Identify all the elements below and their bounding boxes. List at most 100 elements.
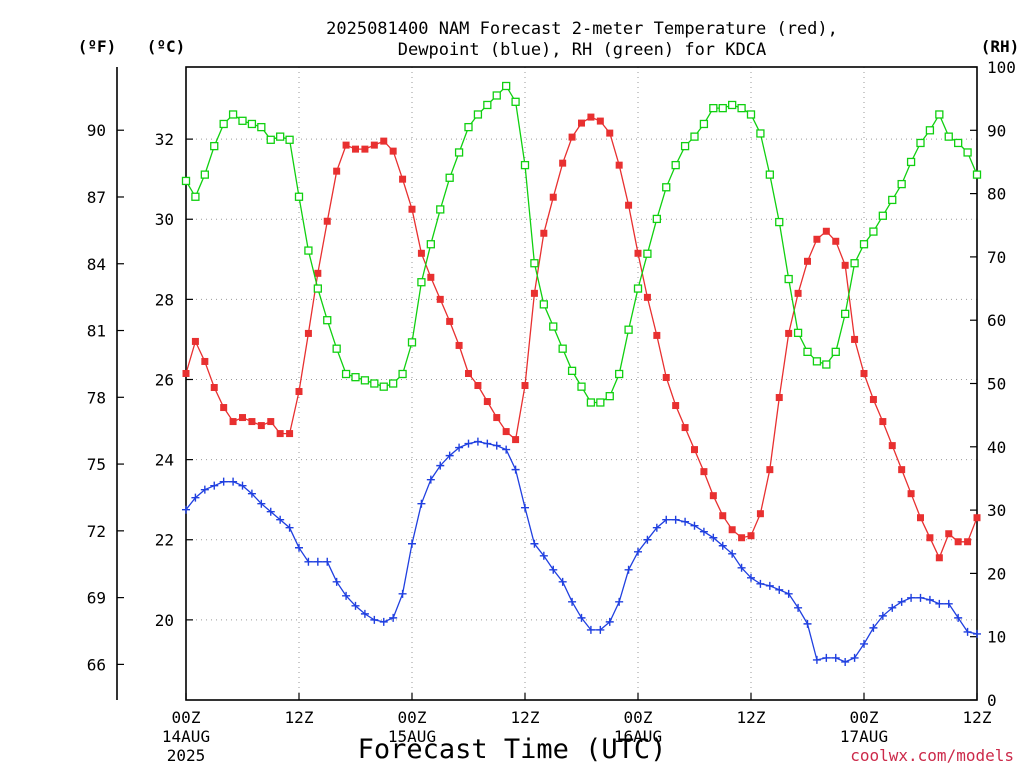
temperature-point bbox=[851, 335, 859, 343]
temperature-point bbox=[352, 145, 359, 153]
rh-point bbox=[680, 141, 690, 151]
rh-point bbox=[831, 347, 840, 357]
temperature-point bbox=[182, 369, 190, 377]
dewpoint-point bbox=[379, 617, 388, 626]
temperature-point bbox=[879, 418, 887, 426]
celsius-unit-label: (ºC) bbox=[147, 37, 186, 56]
temperature-point bbox=[549, 193, 557, 201]
dewpoint-point bbox=[925, 595, 934, 604]
fahrenheit-tick-label: 90 bbox=[87, 121, 106, 140]
rh-point bbox=[633, 284, 643, 293]
temperature-point bbox=[907, 490, 915, 498]
temperature-point bbox=[530, 289, 538, 297]
dewpoint-point bbox=[803, 619, 812, 628]
dewpoint-point bbox=[257, 499, 266, 508]
rh-point bbox=[925, 126, 935, 135]
dewpoint-point bbox=[775, 585, 784, 594]
temperature-point bbox=[662, 373, 670, 381]
rh-point bbox=[511, 97, 520, 106]
temperature-point bbox=[926, 534, 934, 542]
temperature-point bbox=[502, 428, 510, 436]
temperature-point bbox=[220, 404, 228, 412]
temperature-point bbox=[973, 514, 981, 522]
rh-point bbox=[850, 259, 859, 268]
celsius-tick-label: 20 bbox=[155, 611, 174, 630]
temperature-point bbox=[389, 147, 397, 155]
rh-point bbox=[276, 132, 285, 141]
temperature-point bbox=[417, 249, 425, 257]
x-tick-label: 2025 bbox=[167, 746, 206, 765]
rh-point bbox=[389, 379, 398, 388]
rh-point bbox=[558, 344, 567, 353]
temperature-point bbox=[191, 337, 199, 345]
dewpoint-point bbox=[342, 591, 351, 600]
credit-link[interactable]: coolwx.com/models bbox=[850, 746, 1014, 765]
rh-point bbox=[304, 246, 313, 255]
temperature-point bbox=[738, 534, 746, 542]
temperature-point bbox=[512, 436, 520, 444]
rh-tick-label: 80 bbox=[987, 185, 1006, 204]
x-tick-label: 12Z bbox=[737, 708, 766, 727]
celsius-tick-label: 22 bbox=[155, 531, 174, 550]
rh-point bbox=[351, 373, 360, 382]
dewpoint-point bbox=[765, 581, 774, 590]
rh-point bbox=[417, 278, 426, 287]
rh-point bbox=[341, 369, 351, 379]
dewpoint-point bbox=[200, 485, 209, 494]
rh-point bbox=[247, 119, 257, 129]
rh-point bbox=[238, 116, 247, 125]
temperature-point bbox=[399, 175, 407, 183]
rh-point bbox=[812, 357, 822, 366]
celsius-tick-label: 28 bbox=[155, 290, 174, 309]
rh-point bbox=[228, 110, 238, 119]
temperature-point bbox=[634, 249, 642, 257]
dewpoint-point bbox=[210, 481, 219, 490]
dewpoint-point bbox=[794, 603, 803, 612]
temperature-point bbox=[860, 369, 868, 377]
dewpoint-point bbox=[266, 507, 275, 516]
rh-point bbox=[492, 91, 501, 100]
dewpoint-point bbox=[831, 653, 840, 662]
celsius-tick-label: 32 bbox=[155, 130, 174, 149]
dewpoint-point bbox=[850, 653, 859, 662]
x-axis-label: Forecast Time (UTC) bbox=[358, 734, 667, 765]
chart-title-line2: Dewpoint (blue), RH (green) for KDCA bbox=[398, 40, 766, 60]
rh-point bbox=[360, 376, 370, 385]
dewpoint-point bbox=[370, 615, 379, 624]
temperature-point bbox=[436, 295, 444, 303]
temperature-point bbox=[267, 418, 275, 426]
rh-tick-label: 20 bbox=[987, 564, 1006, 583]
rh-point bbox=[285, 135, 294, 144]
rh-point bbox=[963, 148, 972, 157]
temperature-point bbox=[615, 161, 623, 169]
temperature-point bbox=[606, 129, 614, 137]
temperature-point bbox=[728, 526, 736, 534]
rh-point bbox=[662, 183, 671, 192]
dewpoint-point bbox=[671, 515, 680, 524]
rh-point bbox=[624, 325, 633, 334]
temperature-point bbox=[276, 430, 284, 438]
rh-point bbox=[426, 240, 435, 249]
rh-point bbox=[615, 369, 624, 379]
temperature-point bbox=[521, 382, 529, 390]
dewpoint-point bbox=[323, 557, 332, 566]
temperature-point bbox=[756, 510, 764, 518]
rh-point bbox=[718, 103, 727, 113]
dewpoint-point bbox=[455, 443, 464, 452]
x-tick-label: 17AUG bbox=[840, 727, 888, 746]
dewpoint-point bbox=[408, 539, 416, 548]
temperature-point bbox=[804, 257, 811, 265]
fahrenheit-unit-label: (ºF) bbox=[78, 37, 117, 56]
fahrenheit-tick-label: 66 bbox=[87, 655, 106, 674]
temperature-point bbox=[323, 217, 331, 225]
dewpoint-point bbox=[935, 599, 944, 608]
rh-point bbox=[793, 328, 803, 338]
rh-tick-label: 90 bbox=[987, 121, 1006, 140]
dewpoint-point bbox=[596, 625, 605, 634]
dewpoint-point bbox=[332, 577, 341, 586]
x-tick-label: 12Z bbox=[285, 708, 314, 727]
rh-point bbox=[906, 157, 916, 167]
dewpoint-point bbox=[652, 523, 661, 532]
dewpoint-point bbox=[784, 589, 793, 598]
temperature-point bbox=[917, 514, 924, 522]
